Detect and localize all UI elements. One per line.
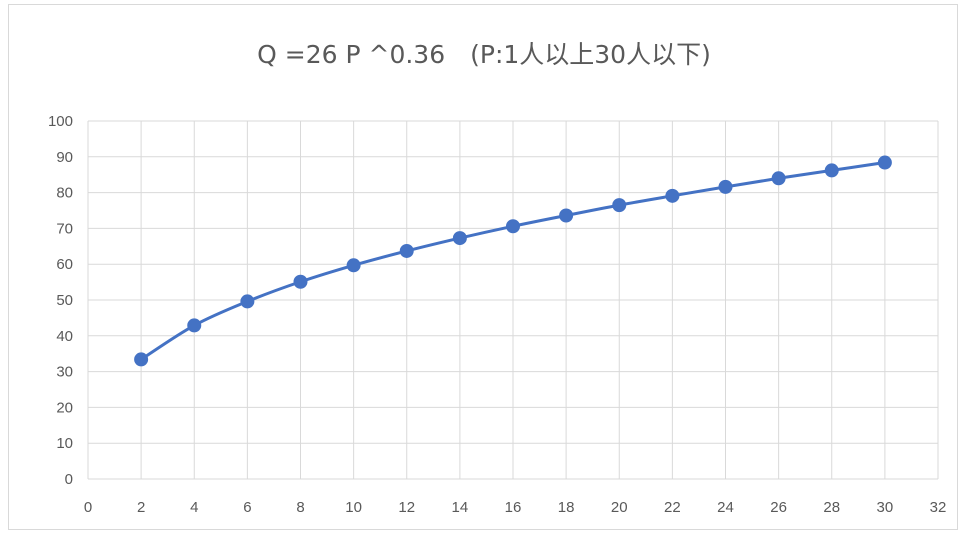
data-point — [293, 274, 308, 289]
x-tick-label: 14 — [452, 499, 469, 516]
data-point — [346, 258, 361, 273]
y-tick-label: 0 — [65, 471, 73, 488]
data-point — [240, 294, 255, 309]
x-tick-label: 26 — [770, 499, 787, 516]
chart-frame: Q =26 P ^0.36 (P:1人以上30人以下) 0 10 20 30 40 50 6… — [8, 4, 958, 530]
y-tick-label: 20 — [56, 399, 73, 416]
data-point — [399, 243, 414, 258]
x-tick-label: 12 — [398, 499, 415, 516]
x-tick-label: 0 — [84, 499, 92, 516]
data-point — [559, 208, 574, 223]
x-tick-label: 2 — [137, 499, 145, 516]
x-tick-label: 24 — [717, 499, 734, 516]
x-tick-label: 32 — [930, 499, 947, 516]
y-tick-label: 90 — [56, 149, 73, 166]
data-point — [187, 318, 202, 333]
x-tick-label: 16 — [505, 499, 522, 516]
data-point — [665, 188, 680, 203]
x-tick-label: 28 — [823, 499, 840, 516]
x-tick-label: 4 — [190, 499, 198, 516]
data-point — [877, 155, 892, 170]
y-tick-label: 70 — [56, 220, 73, 237]
data-point — [718, 179, 733, 194]
x-tick-label: 10 — [345, 499, 362, 516]
y-tick-label: 100 — [48, 113, 73, 130]
data-point — [771, 171, 786, 186]
x-tick-label: 22 — [664, 499, 681, 516]
data-point — [134, 352, 149, 367]
data-point — [824, 163, 839, 178]
x-tick-label: 30 — [877, 499, 894, 516]
x-tick-label: 8 — [296, 499, 304, 516]
data-point — [452, 231, 467, 246]
x-tick-label: 6 — [243, 499, 251, 516]
y-tick-label: 40 — [56, 328, 73, 345]
y-tick-label: 10 — [56, 435, 73, 452]
y-tick-label: 30 — [56, 364, 73, 381]
x-tick-label: 20 — [611, 499, 628, 516]
x-tick-label: 18 — [558, 499, 575, 516]
chart-title: Q =26 P ^0.36 (P:1人以上30人以下) — [257, 40, 711, 69]
data-point — [612, 198, 627, 213]
y-tick-label: 80 — [56, 185, 73, 202]
y-tick-label: 50 — [56, 292, 73, 309]
data-point — [506, 219, 520, 234]
y-tick-label: 60 — [56, 256, 73, 273]
